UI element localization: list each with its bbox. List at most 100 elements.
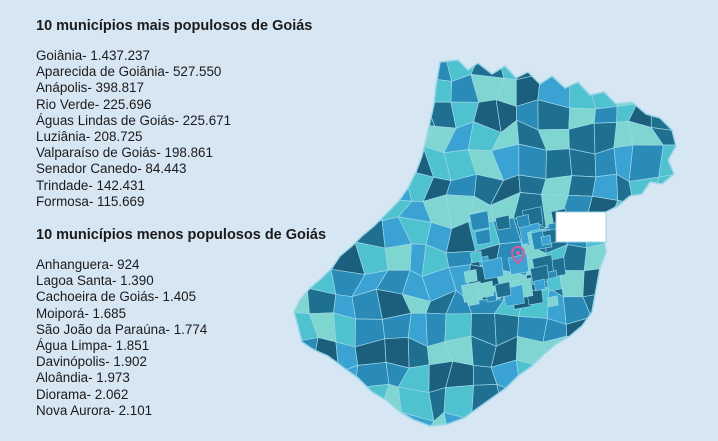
municipality-region [377,60,405,87]
municipality-region [294,168,318,203]
municipality-region [294,410,321,426]
municipality-region [309,167,338,205]
municipality-region [329,144,360,176]
municipality-region [518,143,547,180]
municipality-region [476,280,495,299]
municipality-region [294,150,311,171]
municipality-region [355,192,383,222]
municipality-region [634,271,655,298]
map-pin-icon [510,245,526,265]
municipality-region [294,392,319,423]
municipality-region [379,411,404,426]
municipality-region [633,196,661,229]
municipality-region [379,169,413,202]
municipality-region [562,393,592,420]
municipality-region [562,363,596,397]
municipality-region [628,320,663,350]
list-item: Luziânia- 208.725 [36,129,143,145]
municipality-region [514,412,547,426]
info-panel: 10 municípios mais populosos de Goiás Go… [36,18,356,419]
goias-map-svg [293,59,677,427]
municipality-region [611,417,639,426]
municipality-region [423,77,453,103]
municipality-region [310,240,336,270]
list-item: Cachoeira de Goiás- 1.405 [36,289,197,305]
municipality-region [355,412,382,426]
municipality-region [546,275,562,292]
municipality-region [632,408,660,426]
goias-map [280,50,680,436]
municipality-region [569,60,592,78]
municipality-region [653,60,676,81]
list-item: Formosa- 115.669 [36,193,145,209]
municipality-region [469,210,490,231]
municipality-region [633,246,662,273]
municipality-region [330,221,356,243]
least-populous-list: Anhanguera- 924 Lagoa Santa- 1.390 Cacho… [36,257,356,419]
municipality-region [654,317,676,350]
municipality-region [651,338,676,363]
municipality-region [607,218,636,253]
municipality-region [474,228,492,246]
municipality-region [379,105,408,129]
list-item: Aparecida de Goiânia- 527.550 [36,64,222,80]
most-populous-heading: 10 municípios mais populosos de Goiás [36,18,313,34]
municipality-region [470,418,505,426]
list-item: Águas Lindas de Goiás- 225.671 [36,112,232,128]
municipality-region [310,371,340,394]
municipality-region [329,119,366,149]
municipality-region [294,198,318,230]
municipality-region [586,60,619,76]
municipality-region [609,291,642,324]
municipality-region [560,415,587,426]
municipality-region [492,412,517,426]
least-populous-heading: 10 municípios menos populosos de Goiás [36,227,327,244]
municipality-region [307,74,337,103]
municipality-region [569,72,597,110]
municipality-region [331,96,366,125]
municipality-region [546,295,559,308]
municipality-region [328,383,357,420]
municipality-region [608,266,642,297]
municipality-region [653,247,676,274]
municipality-region [352,96,382,129]
municipality-region [653,196,676,230]
municipality-region [650,77,676,102]
municipality-region [540,234,552,246]
municipality-region [311,97,340,131]
list-item: Lagoa Santa- 1.390 [36,273,154,289]
municipality-region [307,123,340,152]
list-item: Anhanguera- 924 [36,257,140,273]
municipality-region [651,359,676,396]
list-item: Valparaíso de Goiás- 198.861 [36,145,213,161]
municipality-region [330,417,359,426]
municipality-region [379,120,405,156]
municipality-region [354,383,390,420]
municipality-region [632,390,663,419]
list-item: Senador Canedo- 84.443 [36,161,187,177]
municipality-region [632,361,663,393]
municipality-region [354,361,390,389]
municipality-region [317,383,332,419]
municipality-region [593,106,618,124]
municipality-region [331,73,354,103]
list-item: Rio Verde- 225.696 [36,96,152,112]
municipality-region [659,228,676,248]
municipality-region [630,295,655,324]
municipality-region [633,218,662,252]
municipality-region [425,312,447,348]
municipality-region [307,147,338,175]
municipality-region [403,60,429,86]
municipality-region [585,385,616,421]
list-item: Diorama- 2.062 [36,386,129,402]
municipality-region [591,173,619,201]
municipality-region [604,385,639,421]
municipality-region [515,393,547,417]
municipality-region [294,122,312,157]
municipality-region [352,60,390,86]
municipality-region [352,73,390,106]
list-item: Goiânia- 1.437.237 [36,48,150,63]
municipality-region [604,368,634,392]
municipality-region [494,214,511,231]
list-item: São João da Paraúna- 1.774 [36,321,208,337]
